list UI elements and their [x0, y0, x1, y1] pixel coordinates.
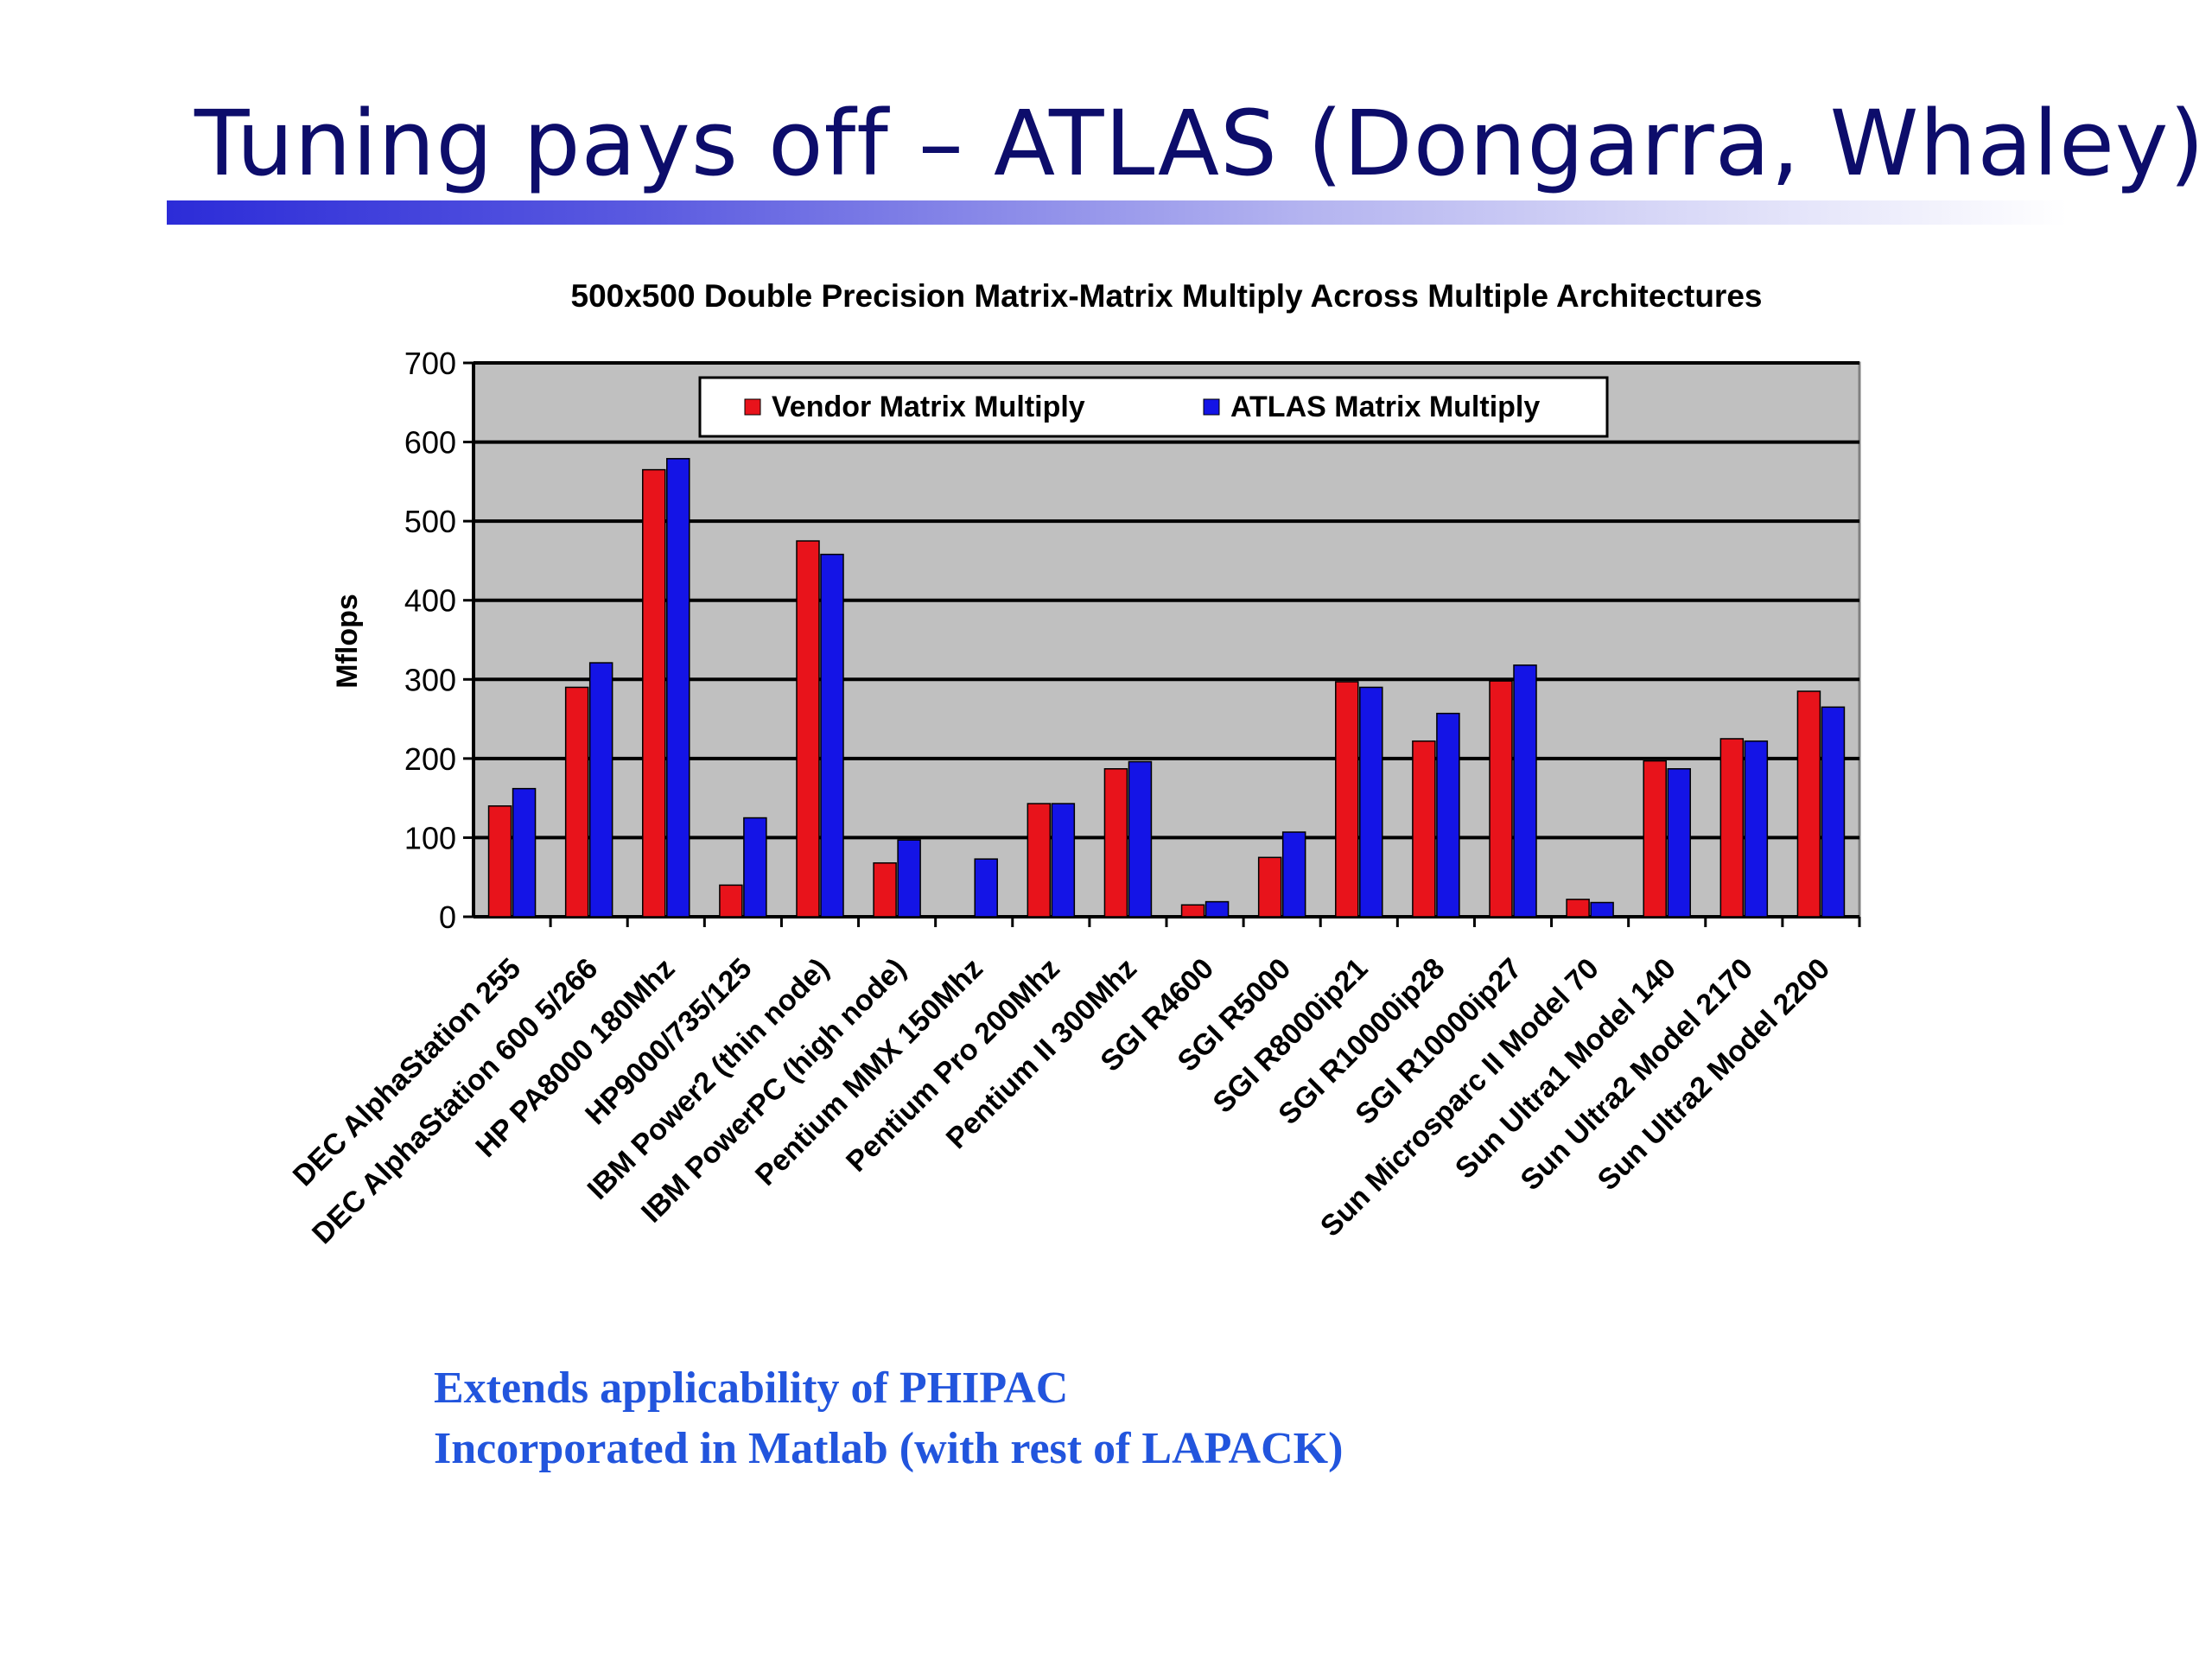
bar-vendor — [873, 861, 897, 918]
bar-vendor — [1796, 690, 1821, 918]
x-category-label: Sun Microsparc II Model 70 — [1314, 952, 1605, 1243]
chart: 500x500 Double Precision Matrix-Matrix M… — [287, 278, 1861, 1250]
bar-atlas — [1281, 831, 1306, 918]
chart-title: 500x500 Double Precision Matrix-Matrix M… — [571, 278, 1763, 314]
legend-label: Vendor Matrix Multiply — [772, 391, 1085, 423]
bar-vendor — [1412, 740, 1436, 918]
bar-vendor — [1643, 760, 1667, 918]
legend-swatch-atlas — [1203, 398, 1220, 416]
bar-atlas — [512, 787, 537, 918]
title-underline — [167, 200, 2068, 225]
bar-vendor — [1566, 899, 1590, 918]
bar-vendor — [1335, 681, 1359, 918]
bar-atlas — [1590, 901, 1614, 918]
y-tick-label: 700 — [404, 346, 456, 381]
y-axis-label: Mflops — [331, 594, 364, 689]
legend-label: ATLAS Matrix Multiply — [1230, 391, 1540, 423]
bar-vendor — [1180, 904, 1205, 918]
bar-vendor — [719, 884, 743, 918]
bar-vendor — [1027, 803, 1052, 918]
bar-vendor — [1489, 680, 1513, 918]
plot-area — [472, 361, 1861, 918]
bar-atlas — [743, 817, 767, 918]
bar-vendor — [487, 805, 512, 918]
bar-vendor — [642, 468, 666, 918]
bar-atlas — [1513, 664, 1537, 918]
bar-vendor — [1257, 856, 1282, 918]
bullet-list: Extends applicability of PHIPAC Incorpor… — [434, 1358, 1343, 1479]
bar-atlas — [820, 553, 844, 918]
slide-title: Tuning pays off – ATLAS (Dongarra, Whale… — [194, 91, 2206, 196]
bar-atlas — [897, 839, 921, 918]
bar-atlas — [1051, 803, 1076, 918]
y-tick-label: 500 — [404, 504, 456, 539]
bar-vendor — [796, 540, 820, 918]
x-category-label: DEC AlphaStation 600 5/266 — [306, 952, 604, 1250]
legend-box — [698, 376, 1609, 438]
y-tick-label: 200 — [404, 741, 456, 777]
bar-atlas — [666, 458, 690, 918]
y-tick-label: 300 — [404, 662, 456, 697]
bar-vendor — [1719, 738, 1745, 918]
bar-atlas — [1667, 768, 1691, 918]
y-tick-label: 600 — [404, 425, 456, 461]
y-tick-label: 400 — [404, 583, 456, 619]
bar-atlas — [1359, 686, 1383, 918]
bar-atlas — [1744, 740, 1769, 918]
bullet-item: Extends applicability of PHIPAC — [434, 1363, 1069, 1413]
bar-atlas — [588, 662, 613, 918]
bar-vendor — [564, 686, 589, 918]
legend-swatch-vendor — [744, 398, 761, 416]
bar-atlas — [1436, 712, 1460, 918]
bar-vendor — [1103, 768, 1128, 918]
bar-atlas — [974, 858, 998, 918]
bullet-item: Incorporated in Matlab (with rest of LAP… — [434, 1424, 1344, 1473]
bar-atlas — [1821, 706, 1846, 918]
bar-atlas — [1205, 900, 1230, 918]
y-tick-label: 100 — [404, 820, 456, 855]
bar-atlas — [1128, 760, 1153, 918]
y-tick-label: 0 — [439, 899, 456, 935]
